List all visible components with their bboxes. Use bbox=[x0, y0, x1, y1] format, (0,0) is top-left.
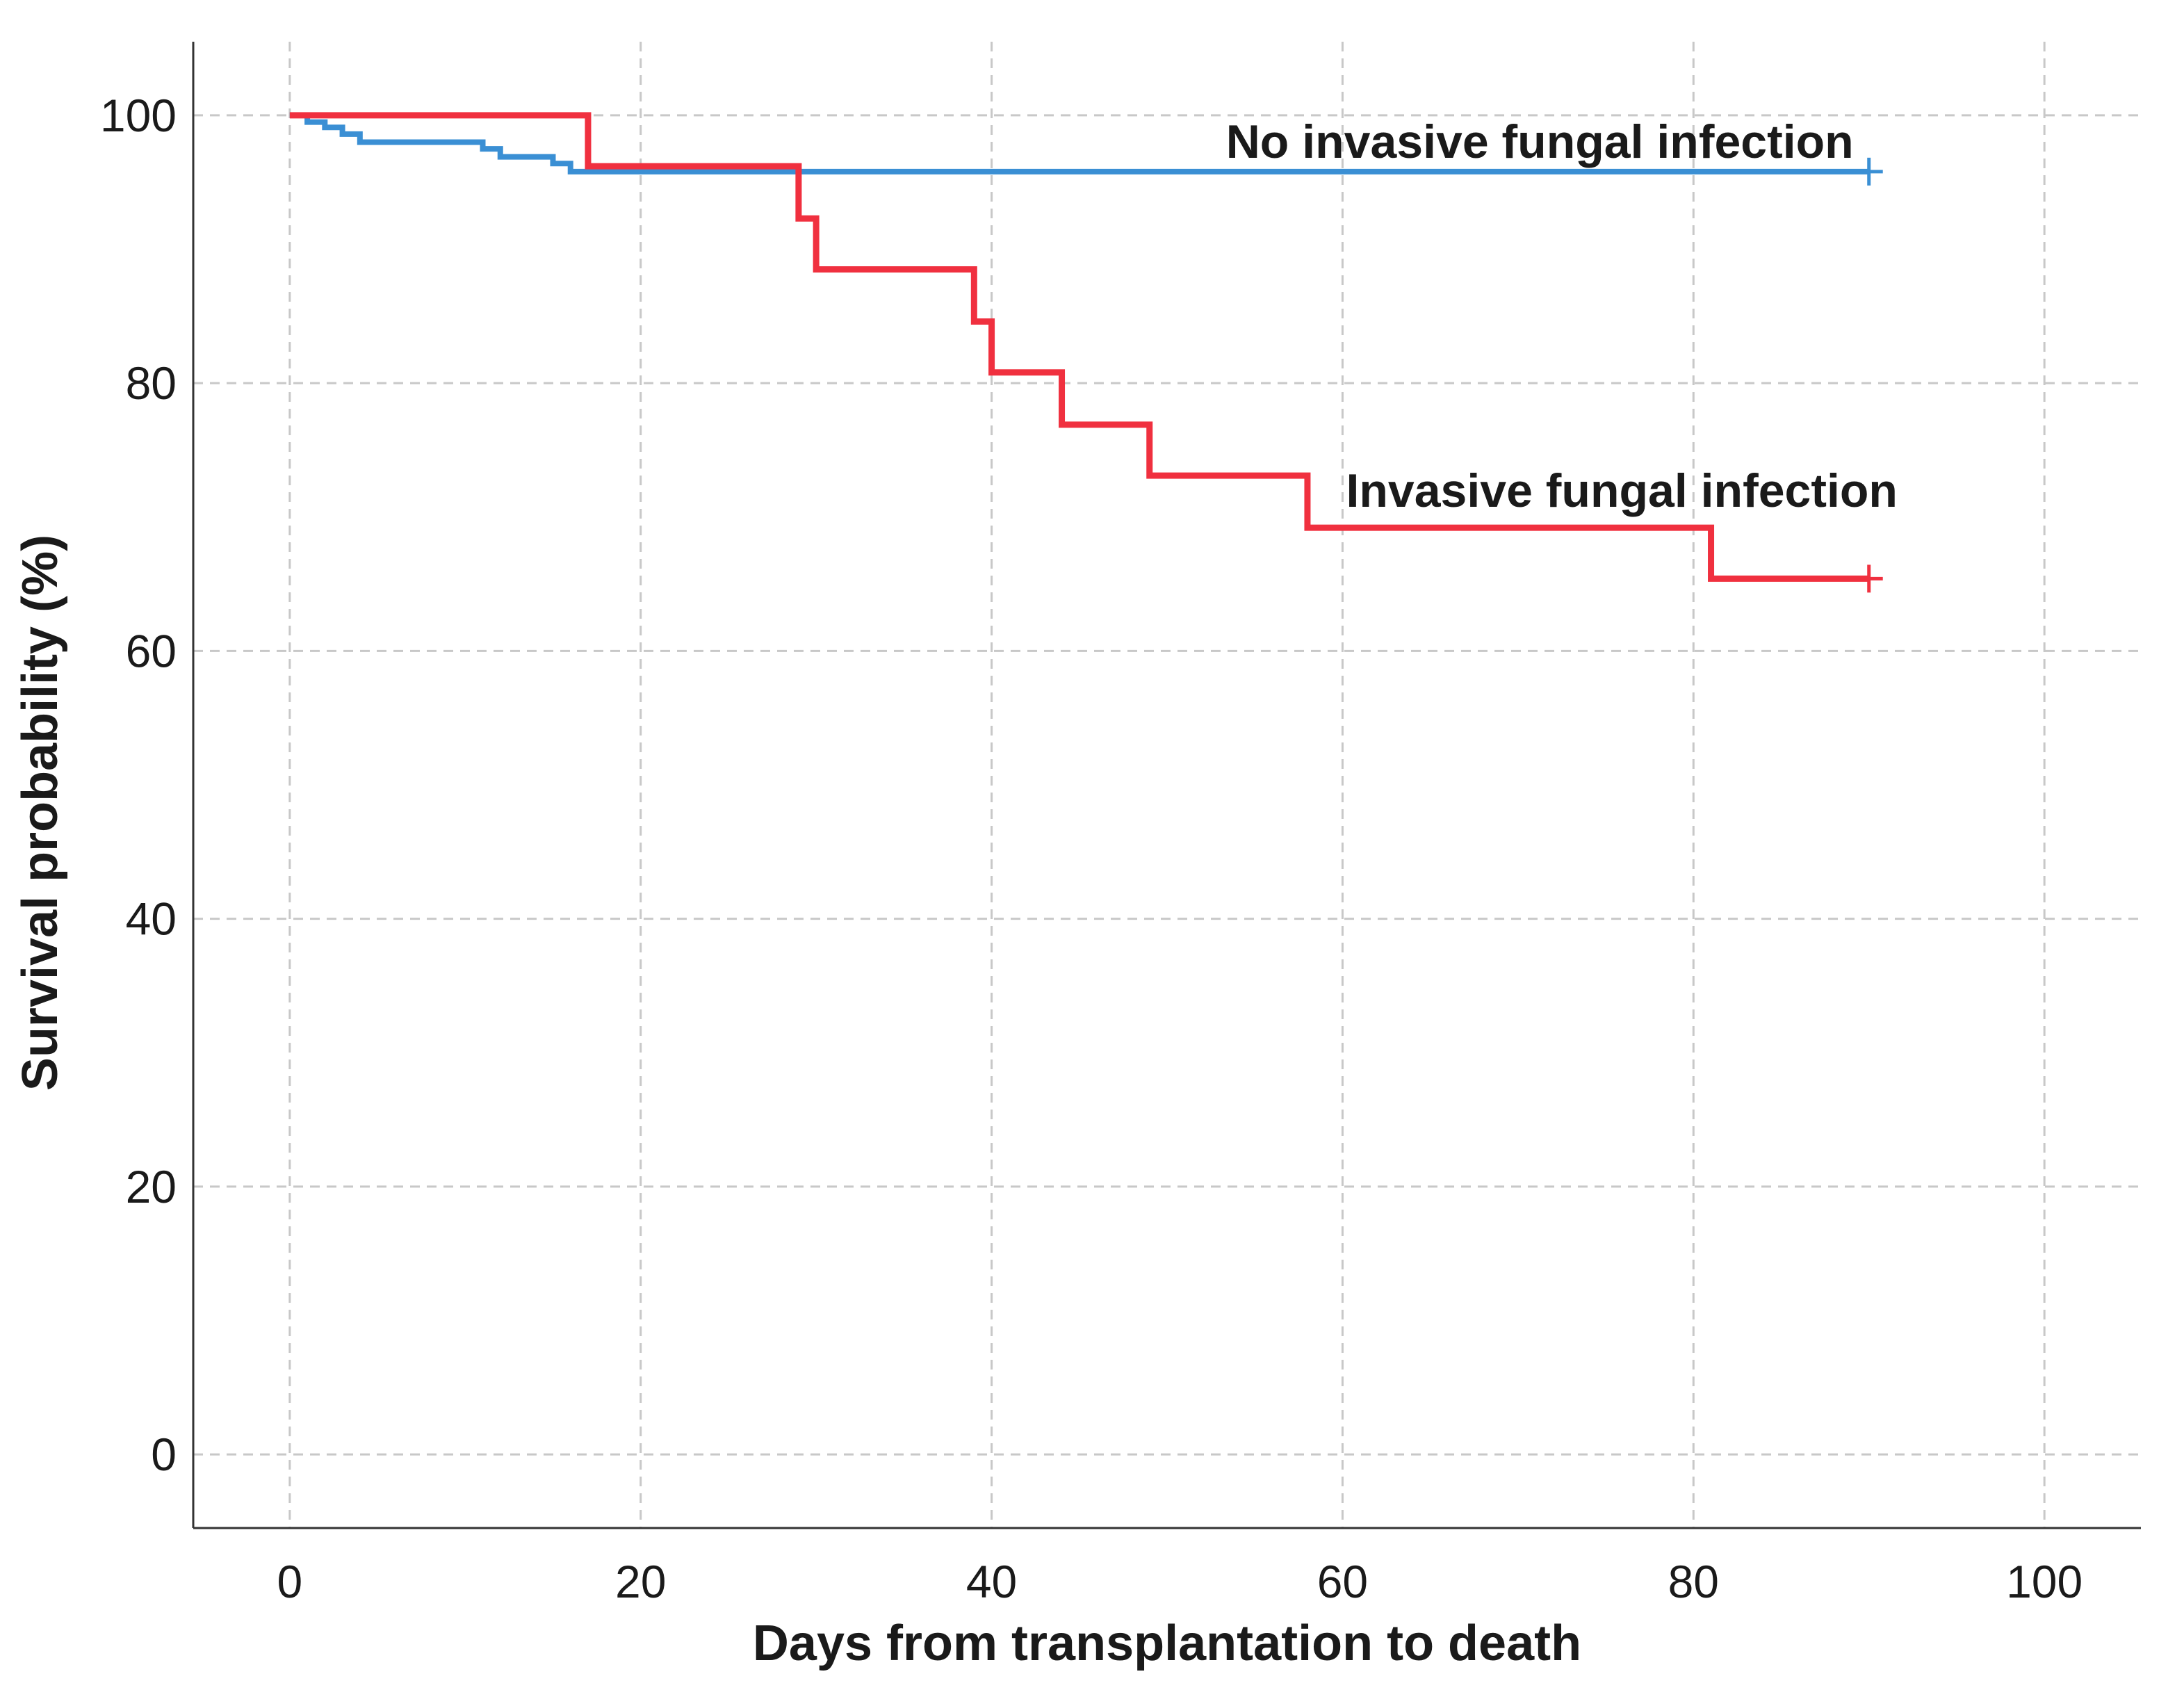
tick-labels: 0 20 40 60 80 100 0 20 40 60 80 100 bbox=[100, 90, 2083, 1607]
x-tick-label: 60 bbox=[1317, 1556, 1368, 1607]
series bbox=[289, 112, 1883, 593]
axes bbox=[192, 42, 2141, 1529]
series-label-no-infection: No invasive fungal infection bbox=[1226, 115, 1854, 168]
y-tick-label: 20 bbox=[126, 1161, 177, 1212]
x-tick-label: 0 bbox=[277, 1556, 302, 1607]
series-line-no-infection bbox=[289, 112, 1869, 174]
y-tick-label: 40 bbox=[126, 893, 177, 945]
series-label-infection: Invasive fungal infection bbox=[1346, 464, 1897, 517]
x-axis-title: Days from transplantation to death bbox=[753, 1616, 1581, 1671]
y-tick-label: 100 bbox=[100, 90, 177, 141]
series-labels: No invasive fungal infection Invasive fun… bbox=[1226, 115, 1898, 517]
y-tick-label: 80 bbox=[126, 357, 177, 409]
series-line-infection bbox=[289, 112, 1869, 582]
x-tick-label: 20 bbox=[615, 1556, 666, 1607]
x-tick-label: 40 bbox=[966, 1556, 1017, 1607]
y-tick-label: 0 bbox=[151, 1429, 177, 1480]
y-axis-title: Survival probability (%) bbox=[13, 535, 68, 1091]
x-tick-label: 100 bbox=[2006, 1556, 2083, 1607]
y-tick-label: 60 bbox=[126, 625, 177, 676]
grid bbox=[193, 42, 2141, 1528]
x-tick-label: 80 bbox=[1668, 1556, 1719, 1607]
